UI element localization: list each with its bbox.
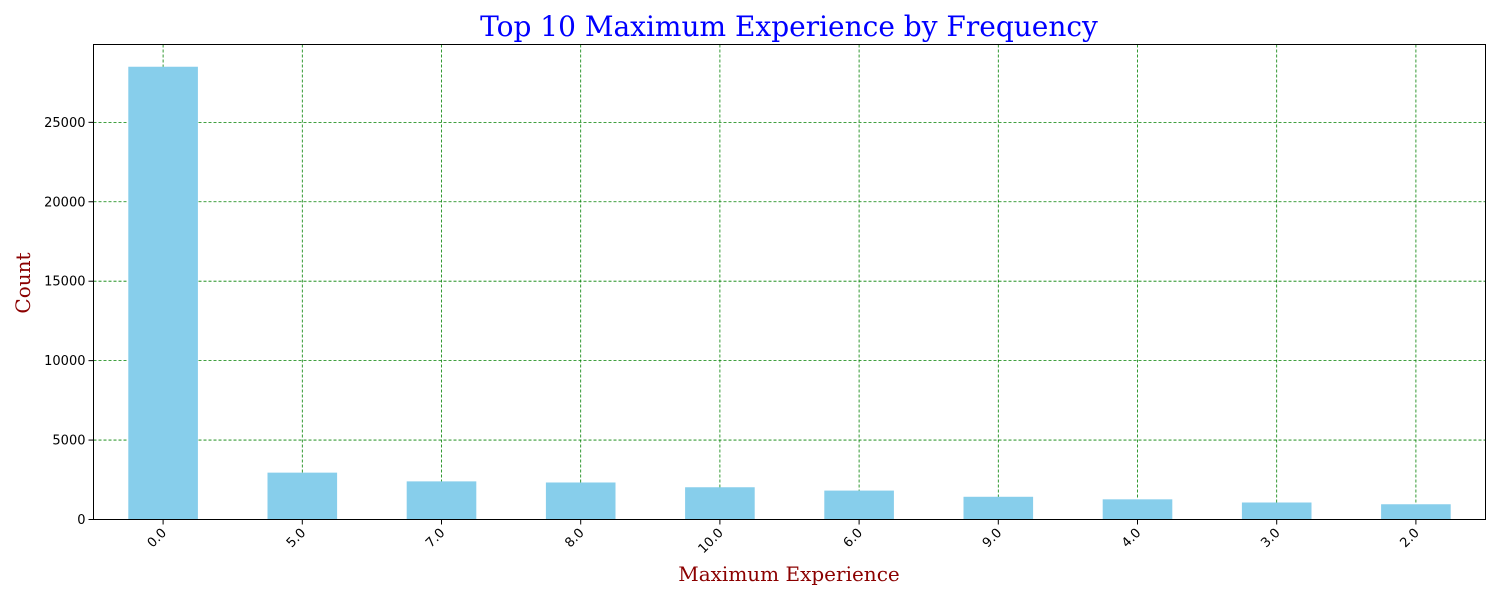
grid-lines — [93, 44, 1486, 520]
y-axis-label: Count — [11, 252, 35, 313]
y-tick-label: 5000 — [52, 434, 85, 449]
bar — [963, 496, 1034, 520]
x-tick-label: 3.0 — [1258, 526, 1283, 551]
y-tick-label: 25000 — [44, 116, 85, 131]
bar — [1381, 504, 1451, 520]
y-tick-label: 0 — [77, 513, 85, 528]
bars — [128, 66, 1451, 520]
x-tick-label: 8.0 — [562, 526, 587, 551]
x-tick-label: 7.0 — [423, 526, 448, 551]
plot-frame — [93, 44, 1486, 520]
bar — [685, 487, 755, 520]
x-tick-label: 0.0 — [145, 526, 170, 551]
bar — [824, 490, 894, 520]
y-tick-label: 15000 — [44, 275, 85, 290]
bar — [545, 482, 616, 520]
bar — [1102, 499, 1173, 520]
bar — [267, 472, 338, 520]
x-tick-label: 10.0 — [696, 526, 727, 557]
y-axis-ticks: 0 5000 10000 15000 20000 25000 — [44, 116, 94, 528]
x-tick-label: 5.0 — [284, 526, 309, 551]
y-tick-label: 20000 — [44, 195, 85, 210]
y-tick-label: 10000 — [44, 354, 85, 369]
bar — [406, 481, 477, 520]
bar — [1241, 502, 1312, 520]
x-tick-label: 2.0 — [1397, 526, 1422, 551]
x-tick-label: 9.0 — [980, 526, 1005, 551]
x-axis-ticks: 0.0 5.0 7.0 8.0 10.0 6.0 9.0 4.0 3.0 2.0 — [145, 519, 1423, 557]
x-tick-label: 4.0 — [1119, 526, 1144, 551]
x-axis-label: Maximum Experience — [678, 562, 899, 586]
bar — [128, 66, 198, 520]
x-tick-label: 6.0 — [841, 526, 866, 551]
chart-title: Top 10 Maximum Experience by Frequency — [480, 10, 1098, 43]
